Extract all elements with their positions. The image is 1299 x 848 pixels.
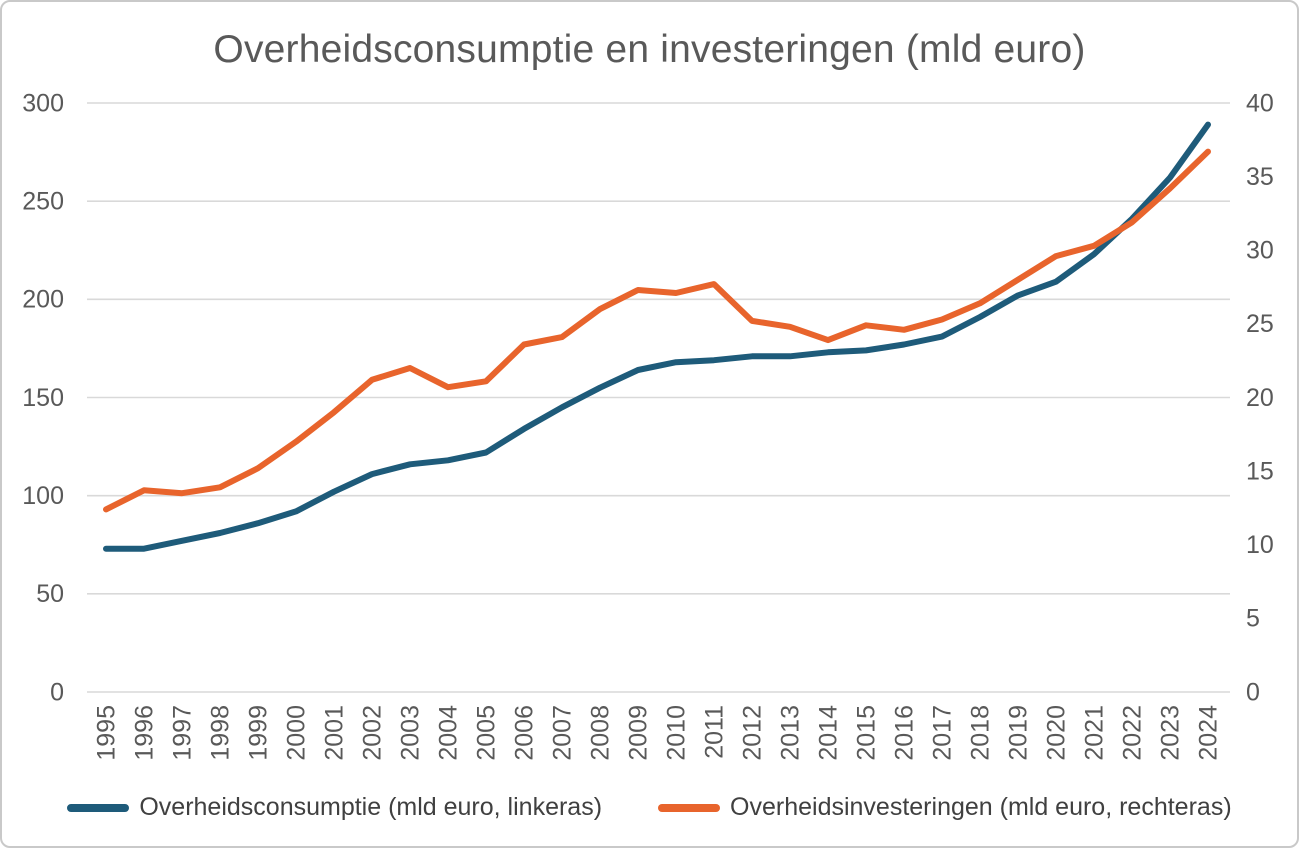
x-axis-tick-label: 2008 [587,705,615,761]
x-axis-tick-label: 2019 [1005,705,1033,761]
x-axis-tick-label: 2020 [1043,705,1071,761]
x-axis-tick-label: 2007 [549,705,577,761]
left-axis-tick-label: 300 [22,89,64,117]
right-axis-tick-label: 15 [1246,457,1274,485]
series-line-overheidsconsumptie [103,121,1211,552]
right-axis-tick-label: 30 [1246,237,1274,265]
x-axis-tick-label: 2010 [663,705,691,761]
x-axis-tick-label: 1997 [169,705,197,761]
x-axis-tick-label: 2011 [701,705,729,759]
legend: Overheidsconsumptie (mld euro, linkeras)… [2,793,1297,822]
left-axis-tick-label: 150 [22,384,64,412]
legend-swatch-overheidsinvesteringen [658,803,721,812]
legend-swatch-overheidsconsumptie [67,803,130,812]
x-axis-tick-label: 2006 [511,705,539,761]
gridlines [87,102,1230,693]
x-axis-tick-label: 2014 [815,705,843,761]
x-axis-tick-label: 1999 [245,705,273,761]
series-lines [103,121,1211,552]
legend-item-overheidsinvesteringen: Overheidsinvesteringen (mld euro, rechte… [658,793,1232,822]
left-axis-tick-labels: 0 50 100 150 200 250 300 [22,89,64,706]
left-axis-tick-label: 0 [50,678,64,706]
x-axis-tick-label: 2003 [397,705,425,761]
x-axis-tick-label: 2012 [739,705,767,761]
x-axis-tick-label: 2004 [435,705,463,761]
x-axis-tick-label: 2021 [1081,705,1109,761]
legend-label-overheidsinvesteringen: Overheidsinvesteringen (mld euro, rechte… [730,793,1232,821]
x-axis-tick-label: 2013 [777,705,805,761]
x-axis-tick-label: 1996 [131,705,159,761]
left-axis-tick-label: 250 [22,187,64,215]
x-axis-tick-label: 2024 [1195,705,1223,761]
x-axis-tick-label: 2005 [473,705,501,761]
right-axis-tick-label: 10 [1246,531,1274,559]
x-axis-tick-labels: 1995 1996 1997 1998 1999 2000 2001 2002 2003 2004… [93,705,1223,761]
chart-title: Overheidsconsumptie en investeringen (ml… [213,28,1086,71]
right-axis-tick-label: 40 [1246,89,1274,117]
right-axis-tick-label: 25 [1246,310,1274,338]
x-axis-tick-label: 1995 [93,705,121,761]
legend-label-overheidsconsumptie: Overheidsconsumptie (mld euro, linkeras) [139,793,603,821]
x-axis-tick-label: 2018 [967,705,995,761]
x-axis-tick-label: 1998 [207,705,235,761]
left-axis-tick-label: 50 [36,580,64,608]
x-axis-tick-label: 2022 [1119,705,1147,761]
right-axis-tick-label: 0 [1246,678,1260,706]
x-axis-tick-label: 2001 [321,705,349,761]
left-axis-tick-label: 200 [22,286,64,314]
left-axis-tick-label: 100 [22,482,64,510]
x-axis-tick-label: 2000 [283,705,311,761]
x-axis-tick-label: 2015 [853,705,881,761]
right-axis-tick-label: 5 [1246,605,1260,633]
x-axis-tick-label: 2017 [929,705,957,761]
right-axis-tick-label: 20 [1246,384,1274,412]
x-axis-tick-label: 2023 [1157,705,1185,761]
legend-item-overheidsconsumptie: Overheidsconsumptie (mld euro, linkeras) [67,793,602,822]
x-axis-tick-label: 2009 [625,705,653,761]
x-axis-tick-label: 2002 [359,705,387,761]
x-axis-tick-label: 2016 [891,705,919,761]
right-axis-tick-labels: 0 5 10 15 20 25 30 35 40 [1246,89,1274,706]
right-axis-tick-label: 35 [1246,163,1274,191]
series-line-overheidsinvesteringen [103,148,1211,513]
